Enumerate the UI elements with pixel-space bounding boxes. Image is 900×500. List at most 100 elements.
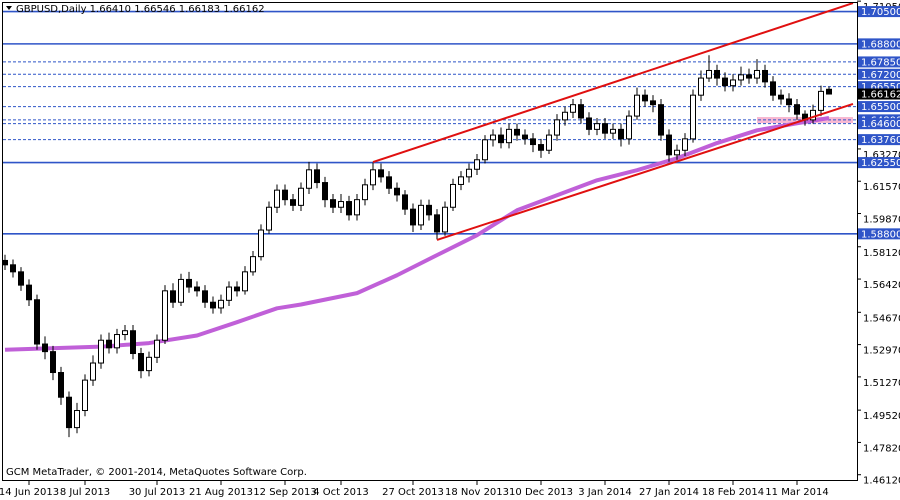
current-price-label: 1.66162 (861, 89, 900, 100)
chart-title: GBPUSD,Daily 1.66410 1.66546 1.66183 1.6… (16, 4, 265, 15)
y-tick-label: 1.52970 (863, 346, 900, 357)
candle-body (362, 184, 368, 201)
candle-body (402, 194, 408, 210)
candle-body (578, 104, 584, 119)
level-label: 1.58800 (861, 229, 900, 240)
candle-body (162, 290, 168, 341)
level-label: 1.68800 (861, 39, 900, 50)
candle-body (770, 81, 776, 96)
candle-body (826, 88, 832, 95)
candle-body (666, 134, 672, 156)
level-label: 1.66550 (861, 82, 900, 93)
level-label-box (858, 228, 900, 240)
x-tick-label: 27 Oct 2013 (382, 487, 444, 498)
candle-body (618, 128, 624, 140)
candle-body (498, 134, 504, 144)
candle-body (754, 69, 760, 79)
candle-body (562, 111, 568, 121)
level-label-box (858, 68, 900, 80)
candle-body (586, 117, 592, 130)
candle-body (82, 379, 88, 412)
candle-body (546, 134, 552, 151)
candle-body (682, 138, 688, 151)
candle-body (482, 139, 488, 161)
candle-body (642, 94, 648, 102)
candle-body (722, 77, 728, 87)
candle-body (42, 343, 48, 353)
x-tick-label: 8 Jul 2013 (60, 487, 110, 498)
candle-body (794, 104, 800, 115)
candle-body (506, 128, 512, 144)
y-tick-label: 1.47820 (863, 443, 900, 454)
candle-body (354, 199, 360, 216)
candle-body (410, 208, 416, 226)
candle-body (690, 94, 696, 140)
candle-body (658, 104, 664, 136)
candle-body (58, 372, 64, 398)
y-tick-label: 1.49520 (863, 411, 900, 422)
candle-body (210, 301, 216, 309)
candle-body (322, 182, 328, 201)
candle-body (490, 134, 496, 141)
candle-body (186, 278, 192, 288)
candle-body (810, 109, 816, 121)
candle-body (570, 104, 576, 113)
level-label-box (858, 81, 900, 93)
level-label: 1.64600 (861, 119, 900, 130)
level-label: 1.70500 (861, 7, 900, 18)
candle-body (282, 189, 288, 201)
candle-body (34, 299, 40, 345)
candle-body (98, 339, 104, 364)
candle-body (698, 77, 704, 96)
candle-body (378, 169, 384, 178)
candle-body (178, 278, 184, 303)
x-tick-label: 30 Jul 2013 (129, 487, 186, 498)
candle-body (602, 123, 608, 134)
level-label-box (858, 6, 900, 18)
candle-body (90, 362, 96, 381)
candle-body (146, 356, 152, 372)
candle-body (818, 90, 824, 111)
candle-body (66, 396, 72, 429)
candle-body (746, 74, 752, 79)
candle-body (50, 351, 56, 374)
y-tick-label: 1.59870 (863, 215, 900, 226)
candle-body (122, 330, 128, 336)
candle-body (298, 187, 304, 206)
moving-average (4, 115, 830, 352)
y-tick-label: 1.63270 (863, 150, 900, 161)
candle-body (442, 206, 448, 233)
x-tick-label: 21 Aug 2013 (189, 487, 253, 498)
x-tick-label: 11 Mar 2014 (765, 487, 828, 498)
x-tick-label: 18 Feb 2014 (702, 487, 764, 498)
candle-body (10, 264, 16, 273)
candle-body (738, 74, 744, 81)
candle-body (194, 286, 200, 292)
level-label-box (858, 56, 900, 68)
candle-body (538, 144, 544, 151)
level-label-box (858, 134, 900, 146)
candle-body (418, 204, 424, 226)
x-tick-label: 27 Jan 2014 (639, 487, 699, 498)
candle-body (650, 100, 656, 106)
x-tick-label: 14 Jun 2013 (0, 487, 59, 498)
x-tick-label: 12 Sep 2013 (253, 487, 316, 498)
candle-body (778, 94, 784, 100)
x-tick-label: 4 Oct 2013 (313, 487, 368, 498)
menu-icon[interactable] (6, 6, 12, 10)
current-price-box (858, 88, 900, 100)
trendline (372, 2, 854, 163)
candle-body (466, 168, 472, 178)
candle-body (202, 290, 208, 303)
candle-body (674, 149, 680, 156)
level-label: 1.62550 (861, 158, 900, 169)
level-label-box (858, 101, 900, 113)
y-tick-label: 1.54670 (863, 313, 900, 324)
candle-body (2, 259, 8, 266)
y-tick-label: 1.51270 (863, 378, 900, 389)
candle-body (170, 290, 176, 303)
candle-body (114, 334, 120, 349)
trendline (436, 102, 854, 241)
x-tick-label: 3 Jan 2014 (578, 487, 632, 498)
candle-body (394, 187, 400, 196)
